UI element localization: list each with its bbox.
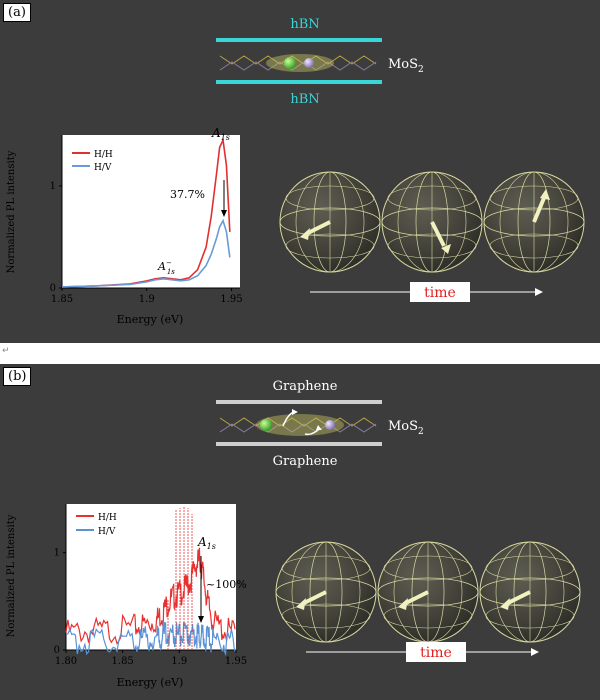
chart-a-series-hh-line [61, 137, 231, 288]
chart-b-y-tick-label: 0 [54, 645, 60, 656]
bloch-sphere-b3 [479, 541, 581, 643]
schematic-b-bottom-layer [216, 442, 382, 446]
time-label-a: time [424, 285, 456, 301]
chart-b-xlabel: Energy (eV) [117, 676, 184, 689]
chart-a-percent-label: 37.7% [170, 188, 205, 201]
chart-b-peak-label: A1s [197, 535, 216, 551]
chart-b-legend-hv: H/V [98, 527, 116, 537]
chart-b-arrowhead [198, 616, 204, 623]
time-arrowhead-a [535, 288, 543, 296]
chart-a-ticks: 1.85 1.9 1.95 0 1 [50, 181, 243, 305]
paragraph-mark: ↵ [2, 346, 10, 356]
chart-a-peak-label: A1s [211, 126, 230, 142]
chart-a-series [61, 137, 231, 288]
panel-a-figure: hBN MoS2 hBN 1.85 1.9 1.95 0 1 Energy (eV) N… [6, 17, 585, 326]
bloch-sphere-a1 [279, 171, 381, 273]
bloch-sphere-b2 [377, 541, 479, 643]
chart-a-series-hv-line [61, 218, 231, 288]
chart-b-x-tick-label: 1.9 [171, 656, 187, 667]
chart-b-sharp-peaks [167, 506, 193, 650]
schematic-b-material-label: MoS2 [388, 419, 424, 437]
schematic-b-bottom-layer-label: Graphene [273, 454, 338, 469]
panel-a-label: (a) [3, 3, 31, 22]
chart-b-ticks: 1.80 1.85 1.9 1.95 0 1 [54, 548, 248, 667]
schematic-b-lattice [219, 409, 377, 436]
chart-b-series [65, 547, 236, 657]
chart-b-series-hh-line [65, 547, 236, 645]
chart-a-ylabel: Normalized PL intensity [6, 150, 17, 273]
chart-b-x-tick-label: 1.80 [55, 656, 77, 667]
chart-a-plot-area [62, 135, 240, 288]
panel-b-figure: Graphene MoS2 Graphene 1.80 1.85 1.9 1.95 0 1 [6, 379, 581, 689]
bloch-sphere-b1 [275, 541, 377, 643]
chart-a-arrowhead [221, 210, 227, 217]
panel-a: (a) hBN MoS2 hBN [0, 0, 600, 343]
chart-a-x-tick-label: 1.85 [51, 294, 73, 305]
chart-b-percent-label: ~100% [206, 578, 247, 591]
schematic-b-top-layer-label: Graphene [273, 379, 338, 394]
time-arrowhead-b [531, 648, 539, 656]
schematic-a-material-label: MoS2 [388, 57, 424, 75]
chart-a-x-tick-label: 1.9 [139, 294, 155, 305]
schematic-a-top-layer-label: hBN [290, 17, 319, 32]
schematic-b-top-layer [216, 400, 382, 404]
chart-a-xlabel: Energy (eV) [117, 313, 184, 326]
chart-b-legend-hh: H/H [98, 513, 117, 523]
schematic-a-bottom-layer-label: hBN [290, 92, 319, 107]
chart-b-series-hv-line [65, 621, 236, 657]
time-label-b: time [420, 645, 452, 661]
chart-a-legend-hh: H/H [94, 150, 113, 160]
schematic-a-top-layer [216, 38, 382, 42]
chart-a-legend-hv: H/V [94, 163, 112, 173]
panel-b: (b) Graphene MoS2 Graphene 1.80 1.85 1.9 1.… [0, 364, 600, 700]
chart-b-ylabel: Normalized PL intensity [6, 514, 17, 637]
schematic-a-bottom-layer [216, 80, 382, 84]
time-label-box-b [406, 642, 466, 662]
chart-a-y-tick-label: 0 [50, 283, 56, 294]
chart-b: 1.80 1.85 1.9 1.95 0 1 Energy (eV) Normalized… [6, 504, 247, 689]
chart-b-x-tick-label: 1.85 [112, 656, 134, 667]
bloch-sphere-a2 [381, 171, 483, 273]
chart-a-x-tick-label: 1.95 [220, 294, 242, 305]
panel-b-label: (b) [3, 367, 32, 386]
time-label-box-a [410, 282, 470, 302]
chart-a: 1.85 1.9 1.95 0 1 Energy (eV) Normalized PL … [6, 126, 243, 326]
schematic-a-lattice [219, 54, 377, 72]
bloch-sphere-a3 [483, 171, 585, 273]
chart-b-y-tick-label: 1 [54, 548, 60, 559]
chart-a-y-tick-label: 1 [50, 181, 56, 192]
chart-b-x-tick-label: 1.95 [225, 656, 247, 667]
chart-a-trion-label: A− 1s [157, 259, 175, 276]
